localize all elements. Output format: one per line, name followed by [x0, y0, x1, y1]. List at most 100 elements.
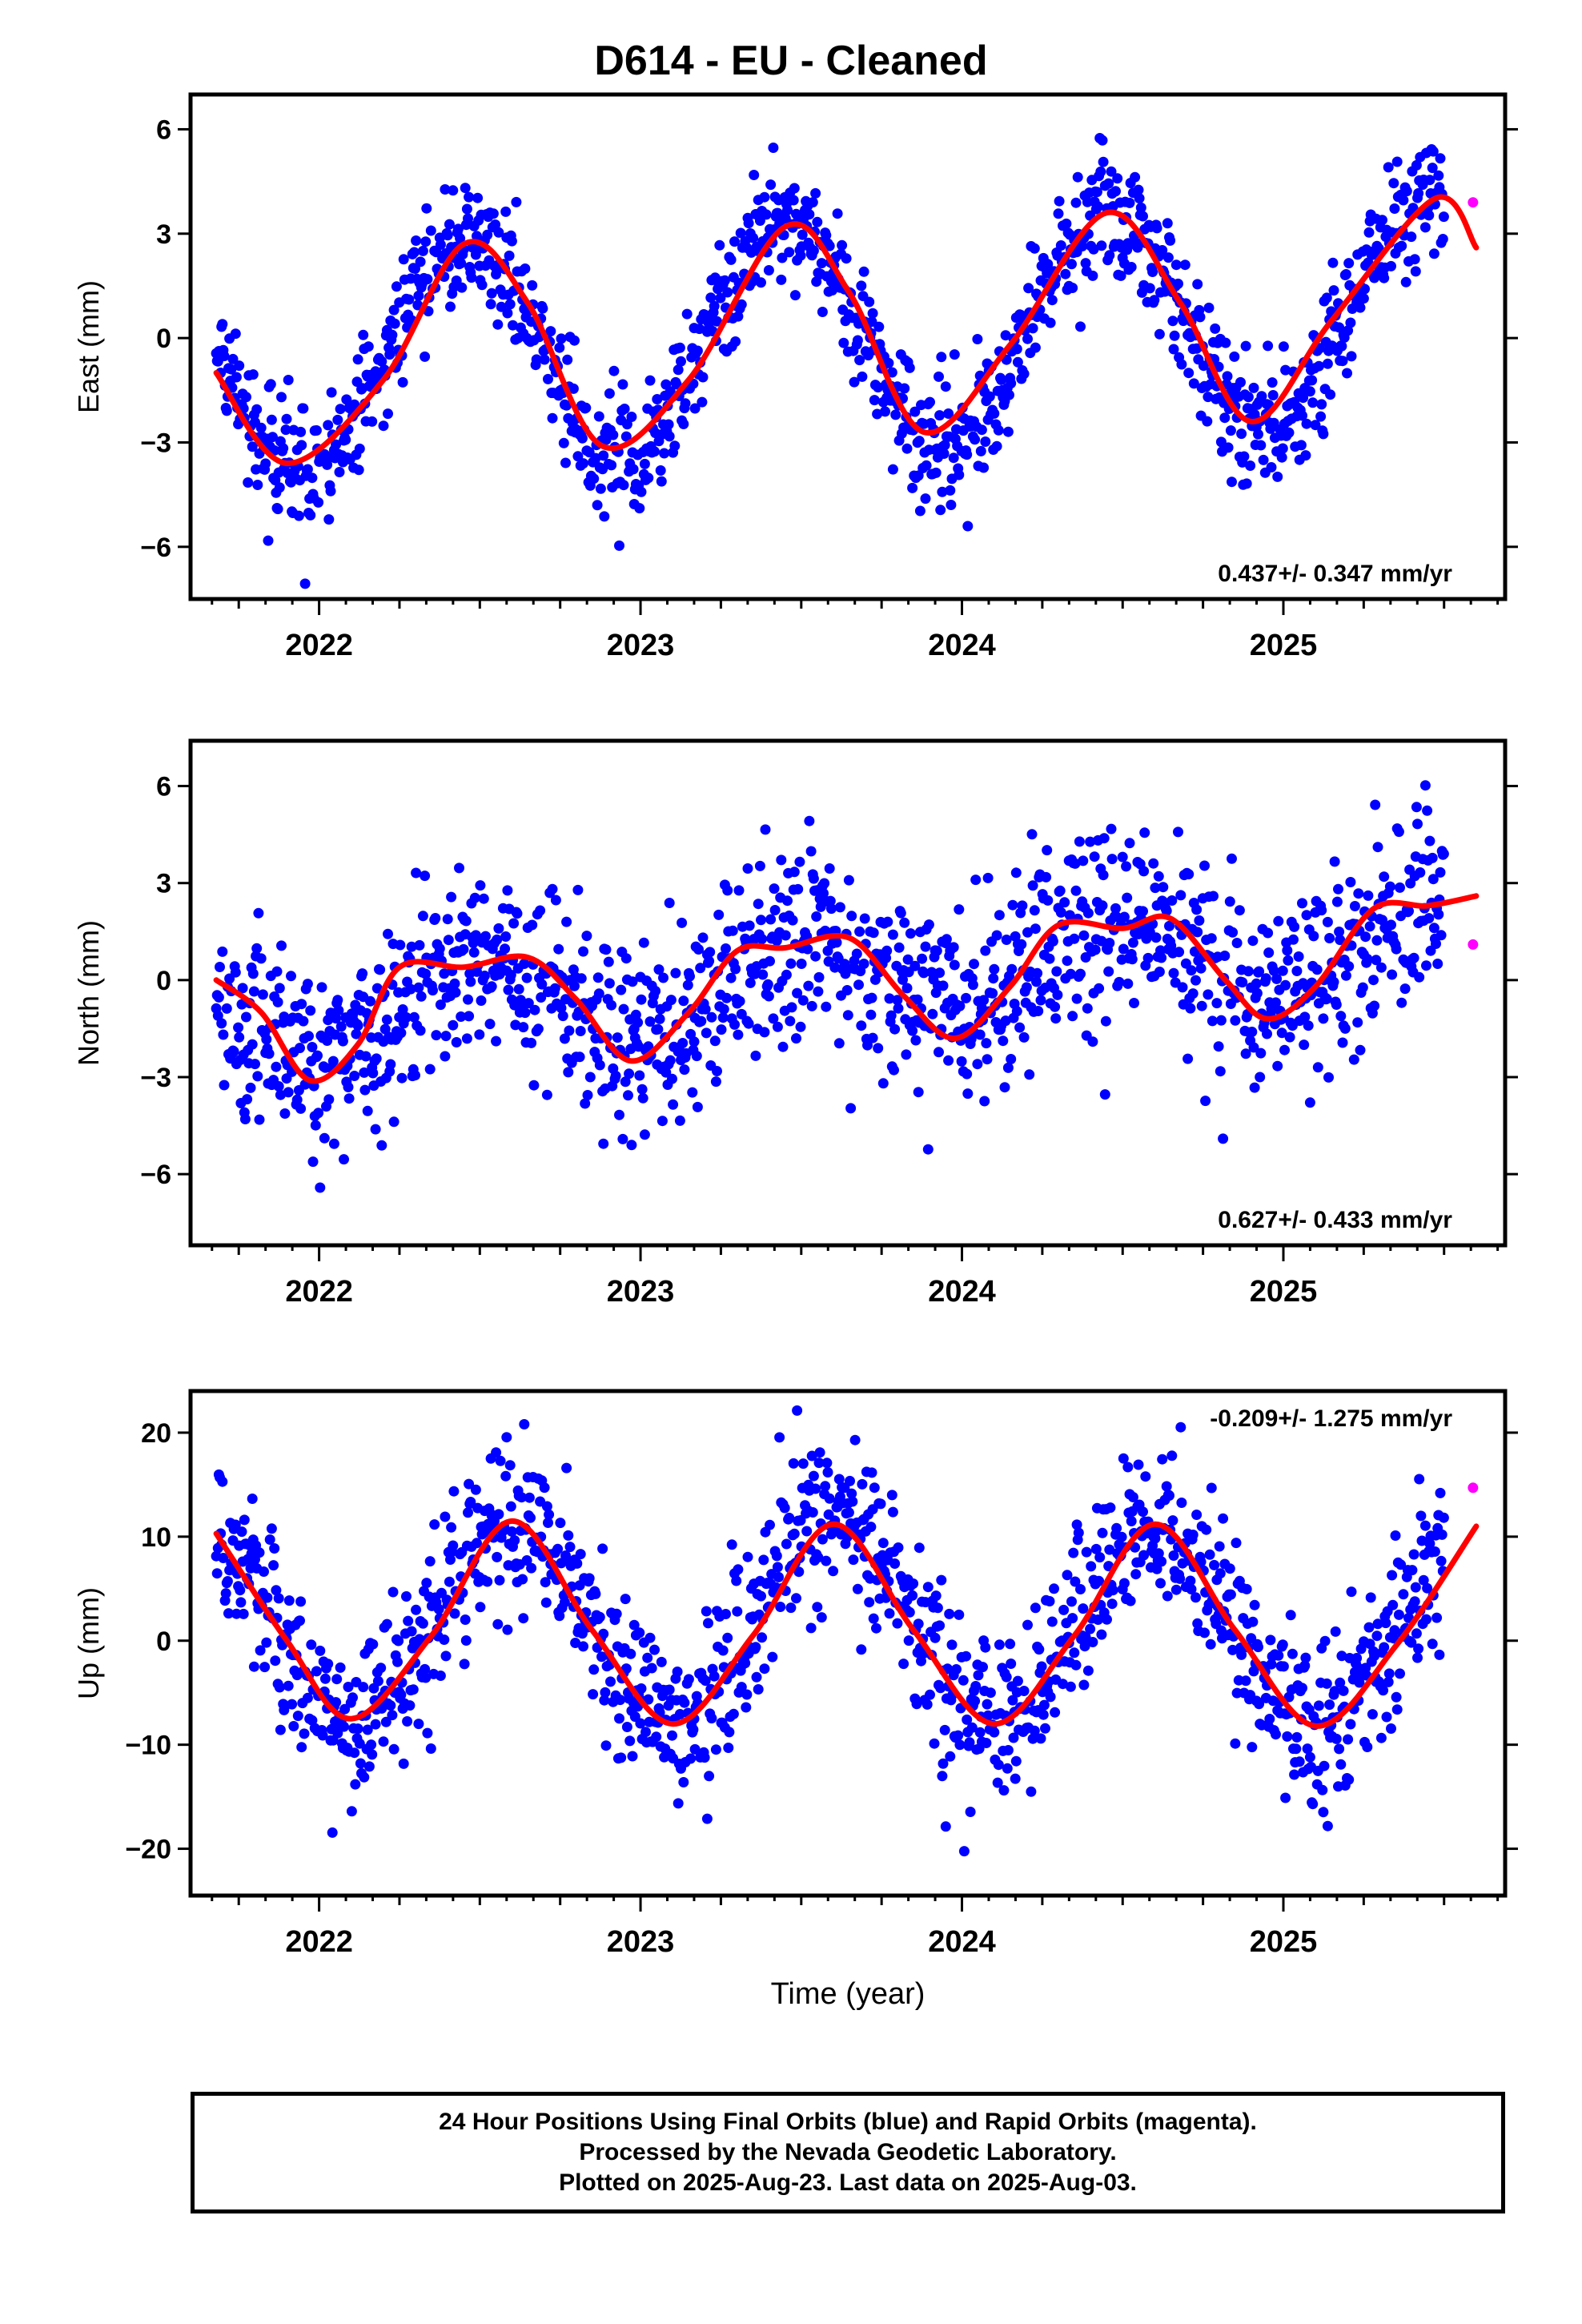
data-point — [417, 911, 428, 922]
data-point — [302, 1692, 313, 1703]
data-point — [1389, 203, 1400, 214]
data-point — [753, 899, 764, 910]
data-point — [1411, 159, 1422, 171]
data-point — [1410, 266, 1421, 277]
data-point — [719, 275, 730, 286]
data-point — [1140, 1471, 1151, 1482]
data-point — [1000, 1015, 1011, 1027]
data-point — [228, 1046, 239, 1057]
data-point — [974, 1727, 986, 1738]
data-point — [287, 1699, 298, 1710]
data-point — [911, 1699, 922, 1710]
data-point — [1291, 1743, 1302, 1755]
data-point — [1337, 356, 1348, 367]
data-point — [1437, 234, 1448, 244]
data-point — [1435, 1555, 1447, 1566]
data-point — [251, 404, 263, 415]
data-point — [793, 883, 804, 895]
data-point — [335, 1662, 346, 1673]
data-point — [600, 1687, 611, 1698]
data-point — [417, 1618, 428, 1629]
data-point — [395, 939, 406, 951]
data-point — [1398, 1589, 1409, 1600]
data-point — [541, 1501, 552, 1512]
data-point — [1052, 989, 1063, 1000]
data-point — [1230, 1015, 1241, 1026]
data-point — [785, 1015, 796, 1027]
data-point — [808, 245, 819, 256]
data-point — [1157, 245, 1168, 255]
data-point — [1406, 1637, 1417, 1648]
data-point — [500, 1470, 512, 1482]
data-point — [1230, 1738, 1241, 1749]
data-point — [1410, 1582, 1421, 1593]
data-point — [834, 902, 845, 913]
data-point — [709, 1035, 721, 1047]
data-point — [1050, 1013, 1062, 1024]
data-point — [1081, 1546, 1092, 1558]
data-point — [1124, 838, 1135, 849]
data-point — [1236, 428, 1247, 440]
data-point — [909, 406, 921, 417]
data-point — [335, 1021, 347, 1032]
data-point — [1104, 1544, 1115, 1555]
data-point — [1339, 1023, 1351, 1034]
data-point — [252, 1071, 263, 1082]
data-point — [628, 1619, 640, 1630]
data-point — [1185, 1575, 1196, 1586]
data-point — [1111, 1522, 1122, 1534]
data-point — [802, 943, 813, 955]
data-point — [991, 930, 1002, 941]
data-point — [825, 903, 837, 915]
data-point — [984, 391, 995, 402]
data-point — [1002, 1763, 1013, 1774]
data-point — [1271, 997, 1281, 1008]
data-point — [575, 1549, 586, 1560]
data-point — [615, 1695, 626, 1706]
data-point — [257, 989, 268, 1000]
data-point — [636, 1084, 648, 1095]
data-point — [448, 1019, 459, 1031]
data-point — [668, 1099, 679, 1110]
data-point — [840, 968, 851, 979]
data-point — [266, 1523, 277, 1534]
data-point — [1248, 382, 1259, 393]
data-point — [504, 250, 515, 261]
data-point — [322, 1035, 333, 1046]
data-point — [733, 311, 744, 322]
data-point — [334, 467, 345, 477]
data-point — [1334, 927, 1345, 937]
data-point — [759, 1027, 770, 1038]
data-point — [1313, 1700, 1324, 1711]
data-point — [1311, 964, 1323, 975]
data-point — [904, 1606, 915, 1618]
data-point — [654, 1013, 665, 1024]
data-point — [1289, 921, 1300, 932]
data-point — [833, 1474, 845, 1485]
data-point — [221, 1003, 232, 1014]
data-point — [946, 1639, 958, 1651]
data-point — [1429, 1546, 1440, 1557]
data-point — [323, 420, 334, 431]
data-point — [1322, 916, 1333, 927]
data-point — [215, 962, 225, 972]
data-point — [560, 457, 571, 468]
data-point — [889, 1064, 899, 1076]
data-point — [1087, 1036, 1098, 1047]
data-point — [272, 996, 283, 1007]
data-point — [247, 1039, 258, 1050]
data-point — [1069, 933, 1080, 944]
data-point — [1272, 1060, 1283, 1072]
data-point — [455, 233, 466, 244]
data-point — [1118, 1578, 1130, 1589]
data-point — [724, 1727, 735, 1738]
data-point — [1434, 1649, 1445, 1660]
data-point — [949, 959, 960, 971]
data-point — [463, 1507, 473, 1518]
data-point — [1075, 1584, 1086, 1594]
data-point — [626, 1140, 637, 1151]
data-point — [665, 995, 677, 1006]
data-point — [1215, 1568, 1226, 1579]
data-point — [446, 891, 457, 903]
data-point — [279, 1108, 291, 1119]
